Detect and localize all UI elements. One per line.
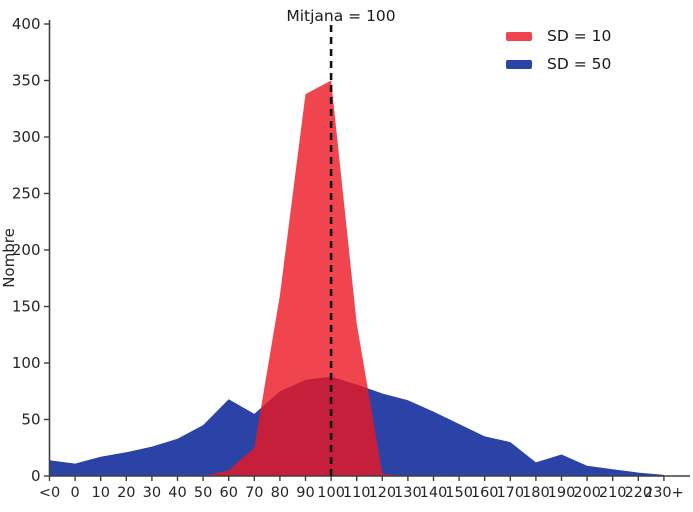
x-tick-label: 50 [194, 485, 212, 501]
y-tick-label: 100 [12, 354, 41, 372]
x-tick-label: 80 [271, 485, 289, 501]
x-tick-label: 110 [343, 485, 371, 501]
y-tick-label: 400 [12, 15, 41, 33]
y-tick-label: 300 [12, 128, 41, 146]
x-tick-label: 200 [573, 485, 601, 501]
legend-label: SD = 10 [547, 27, 612, 45]
x-tick-label: 30 [143, 485, 161, 501]
legend-item: SD = 50 [506, 50, 611, 78]
x-tick-label: 40 [168, 485, 186, 501]
x-tick-label: 90 [296, 485, 314, 501]
x-tick-label: 230+ [644, 485, 684, 501]
x-tick-label: <0 [39, 485, 60, 501]
x-tick-label: 20 [117, 485, 135, 501]
x-tick-label: 190 [548, 485, 576, 501]
legend-label: SD = 50 [547, 55, 612, 73]
x-tick-label: 120 [368, 485, 396, 501]
mean-annotation: Mitjana = 100 [286, 7, 396, 25]
y-tick-label: 50 [21, 411, 40, 429]
legend-item: SD = 10 [506, 22, 611, 50]
x-tick-label: 170 [496, 485, 524, 501]
x-tick-label: 140 [420, 485, 448, 501]
legend-swatch-red-icon [506, 31, 532, 41]
area-series-0 [49, 80, 664, 476]
y-tick-label: 350 [12, 72, 41, 90]
x-tick-label: 220 [624, 485, 652, 501]
legend: SD = 10 SD = 50 [506, 22, 611, 78]
x-tick-label: 60 [219, 485, 237, 501]
x-tick-label: 0 [70, 485, 79, 501]
y-axis-label: Nombre [0, 228, 18, 288]
y-tick-label: 200 [12, 241, 41, 259]
x-tick-label: 100 [317, 485, 345, 501]
y-tick-label: 0 [31, 467, 41, 485]
x-tick-label: 150 [445, 485, 473, 501]
x-tick-label: 160 [471, 485, 499, 501]
y-tick-label: 150 [12, 298, 41, 316]
x-tick-label: 70 [245, 485, 263, 501]
x-tick-label: 10 [91, 485, 109, 501]
legend-swatch-blue-icon [506, 59, 532, 69]
x-tick-label: 180 [522, 485, 550, 501]
x-tick-label: 210 [599, 485, 627, 501]
x-tick-label: 130 [394, 485, 422, 501]
y-tick-label: 250 [12, 185, 41, 203]
